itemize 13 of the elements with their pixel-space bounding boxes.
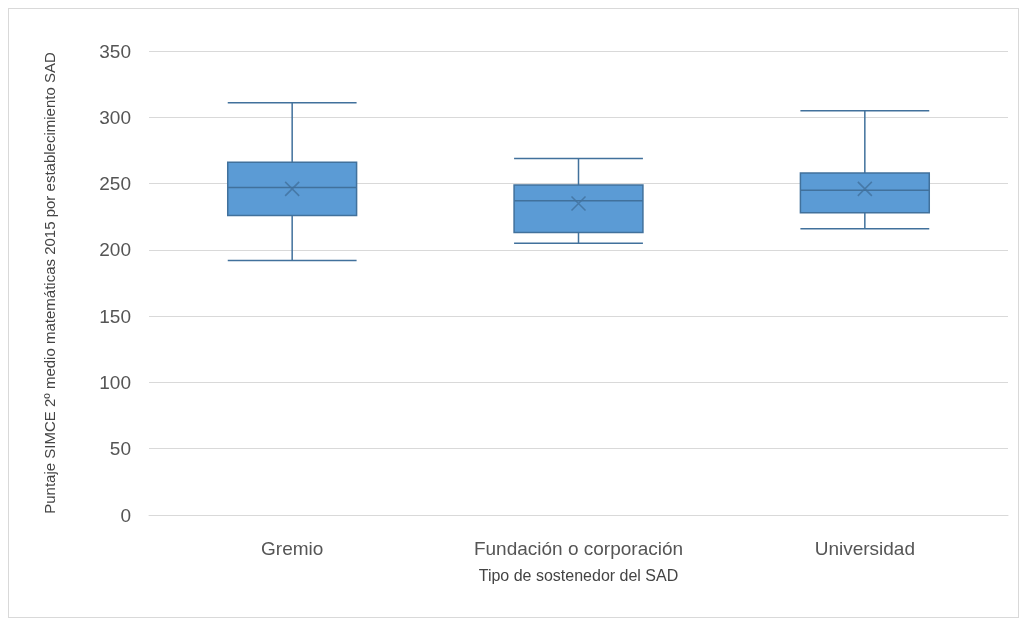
y-tick-label: 50: [109, 438, 131, 460]
y-tick-label: 150: [99, 305, 131, 327]
x-tick-label: Universidad: [814, 538, 915, 559]
y-tick-label: 350: [99, 40, 131, 62]
y-tick-label: 300: [99, 106, 131, 128]
y-tick-label: 100: [99, 371, 131, 393]
y-tick-label: 0: [120, 504, 131, 526]
x-tick-label: Fundación o corporación: [473, 538, 684, 559]
y-tick-label: 250: [99, 173, 131, 195]
y-axis-title: Puntaje SIMCE 2º medio matemáticas 2015 por establecimiento SAD: [40, 52, 58, 514]
x-axis-title: Tipo de sostenedor del SAD: [478, 566, 679, 584]
x-tick-label: Gremio: [261, 538, 324, 559]
y-tick-label: 200: [99, 239, 131, 261]
